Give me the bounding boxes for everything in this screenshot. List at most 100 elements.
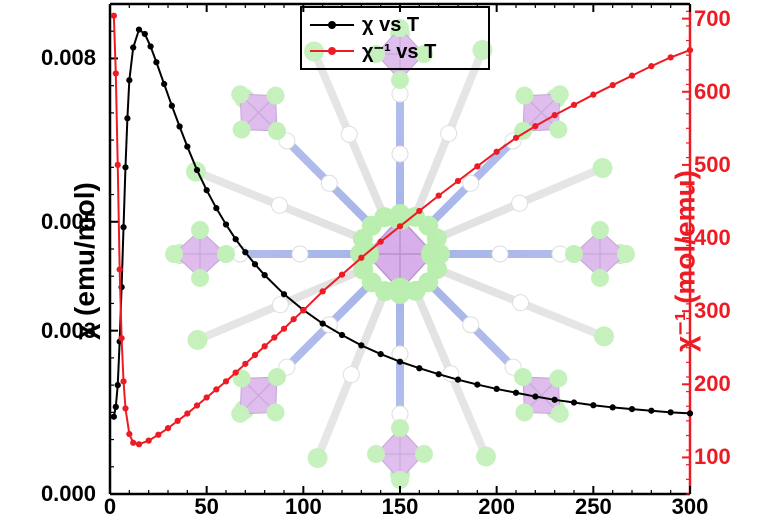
- x-tick-label: 250: [575, 494, 612, 520]
- legend-label-invchi: χ⁻¹ vs T: [362, 39, 436, 64]
- series-marker-chi: [262, 272, 268, 278]
- series-marker-invchi: [155, 432, 161, 438]
- y-right-tick-label: 100: [694, 444, 731, 470]
- series-marker-chi: [194, 167, 200, 173]
- series-marker-invchi: [130, 440, 136, 446]
- series-marker-invchi: [252, 352, 258, 358]
- x-tick-label: 0: [104, 494, 116, 520]
- series-marker-invchi: [552, 112, 558, 118]
- series-marker-chi: [115, 382, 121, 388]
- series-marker-invchi: [610, 82, 616, 88]
- y-right-tick-label: 500: [694, 152, 731, 178]
- series-marker-invchi: [281, 326, 287, 332]
- series-marker-invchi: [175, 418, 181, 424]
- series-marker-invchi: [233, 369, 239, 375]
- series-marker-chi: [130, 44, 136, 50]
- series-marker-invchi: [397, 223, 403, 229]
- series-marker-chi: [113, 404, 119, 410]
- y-right-tick-label: 600: [694, 79, 731, 105]
- y-left-tick-label: 0.008: [36, 45, 96, 71]
- series-marker-chi: [161, 81, 167, 87]
- y-left-tick-label: 0.003: [36, 318, 96, 344]
- y-left-axis-label: χ (emu/mol): [69, 182, 101, 340]
- series-marker-chi: [281, 291, 287, 297]
- series-marker-chi: [111, 414, 117, 420]
- y-right-tick-label: 400: [694, 225, 731, 251]
- x-tick-label: 150: [382, 494, 419, 520]
- plot-svg: [0, 0, 782, 521]
- series-marker-chi: [233, 236, 239, 242]
- series-marker-invchi: [120, 378, 126, 384]
- series-marker-chi: [474, 381, 480, 387]
- series-marker-invchi: [590, 92, 596, 98]
- series-marker-chi: [153, 59, 159, 65]
- series-marker-chi: [397, 359, 403, 365]
- series-marker-chi: [552, 397, 558, 403]
- series-marker-chi: [436, 371, 442, 377]
- series-marker-invchi: [300, 307, 306, 313]
- series-marker-chi: [242, 249, 248, 255]
- series-marker-chi: [184, 144, 190, 150]
- series-marker-invchi: [111, 13, 117, 19]
- series-marker-chi: [213, 205, 219, 211]
- series-marker-invchi: [184, 410, 190, 416]
- series-marker-chi: [687, 410, 693, 416]
- series-marker-invchi: [416, 208, 422, 214]
- series-marker-chi: [571, 399, 577, 405]
- series-marker-chi: [223, 221, 229, 227]
- series-marker-invchi: [629, 73, 635, 79]
- series-marker-chi: [455, 377, 461, 383]
- x-tick-label: 200: [478, 494, 515, 520]
- series-marker-chi: [590, 402, 596, 408]
- series-marker-invchi: [378, 239, 384, 245]
- series-marker-invchi: [339, 271, 345, 277]
- series-marker-chi: [204, 187, 210, 193]
- series-marker-chi: [648, 408, 654, 414]
- legend-dot-icon: [328, 21, 336, 29]
- series-marker-invchi: [687, 47, 693, 53]
- legend-item-invchi: χ⁻¹ vs T: [310, 38, 480, 64]
- series-marker-invchi: [242, 361, 248, 367]
- series-marker-chi: [176, 123, 182, 129]
- y-right-tick-label: 700: [694, 6, 731, 32]
- series-marker-chi: [494, 386, 500, 392]
- series-marker-invchi: [648, 63, 654, 69]
- series-marker-invchi: [126, 431, 132, 437]
- series-marker-invchi: [513, 135, 519, 141]
- series-marker-invchi: [194, 402, 200, 408]
- series-marker-chi: [513, 390, 519, 396]
- legend-swatch-chi: [310, 17, 354, 33]
- series-marker-invchi: [320, 288, 326, 294]
- series-marker-chi: [610, 404, 616, 410]
- series-marker-chi: [169, 103, 175, 109]
- x-tick-label: 50: [194, 494, 218, 520]
- series-marker-invchi: [436, 192, 442, 198]
- series-marker-chi: [378, 351, 384, 357]
- series-marker-chi: [629, 406, 635, 412]
- series-marker-chi: [126, 77, 132, 83]
- series-marker-invchi: [122, 405, 128, 411]
- series-marker-chi: [339, 332, 345, 338]
- y-left-tick-label: 0.005: [36, 209, 96, 235]
- series-marker-chi: [142, 31, 148, 37]
- series-marker-chi: [136, 26, 142, 32]
- series-marker-chi: [124, 115, 130, 121]
- series-marker-invchi: [204, 394, 210, 400]
- series-marker-chi: [122, 164, 128, 170]
- series-marker-invchi: [358, 255, 364, 261]
- series-marker-invchi: [223, 378, 229, 384]
- series-marker-invchi: [262, 343, 268, 349]
- series-marker-chi: [147, 43, 153, 49]
- series-marker-invchi: [571, 102, 577, 108]
- series-marker-chi: [252, 261, 258, 267]
- x-tick-label: 300: [672, 494, 709, 520]
- series-marker-invchi: [455, 178, 461, 184]
- series-marker-invchi: [117, 266, 123, 272]
- series-marker-invchi: [118, 335, 124, 341]
- series-line-chi: [114, 30, 690, 417]
- figure: χ (emu/mol) χ⁻¹ (mol/emu) 05010015020025…: [0, 0, 782, 521]
- series-marker-invchi: [213, 386, 219, 392]
- y-right-tick-label: 300: [694, 298, 731, 324]
- series-marker-invchi: [532, 123, 538, 129]
- series-marker-invchi: [474, 163, 480, 169]
